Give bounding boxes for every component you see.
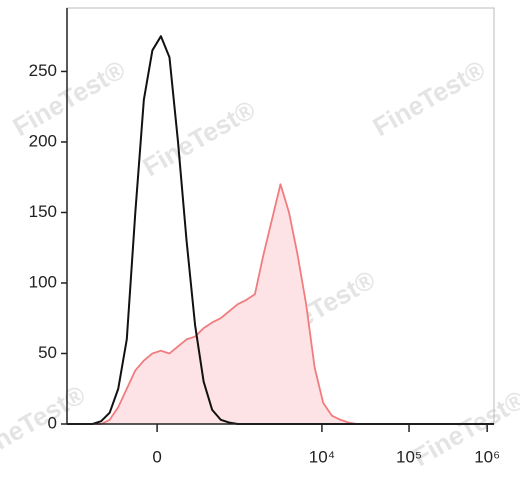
y-tick-label: 150 <box>29 202 57 221</box>
watermark: FineTest® <box>408 384 520 472</box>
y-tick-label: 250 <box>29 61 57 80</box>
x-tick-label: 10⁶ <box>474 447 500 466</box>
series-area <box>67 184 494 424</box>
x-tick-label: 10⁴ <box>309 447 335 466</box>
x-tick-label: 10⁵ <box>396 447 422 466</box>
y-tick-label: 50 <box>38 343 57 362</box>
y-tick-label: 200 <box>29 131 57 150</box>
y-tick-label: 100 <box>29 272 57 291</box>
watermark: FineTest® <box>138 94 261 182</box>
watermark: FineTest® <box>368 54 491 142</box>
watermark: FineTest® <box>8 54 131 142</box>
y-tick-label: 0 <box>48 413 57 432</box>
x-tick-label: 0 <box>152 447 161 466</box>
